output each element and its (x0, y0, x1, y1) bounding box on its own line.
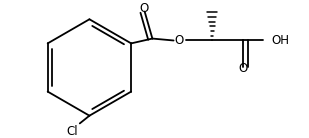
Text: O: O (175, 34, 184, 47)
Text: Cl: Cl (66, 125, 78, 138)
Text: O: O (139, 2, 148, 15)
Text: O: O (238, 62, 248, 75)
Text: OH: OH (271, 34, 289, 47)
